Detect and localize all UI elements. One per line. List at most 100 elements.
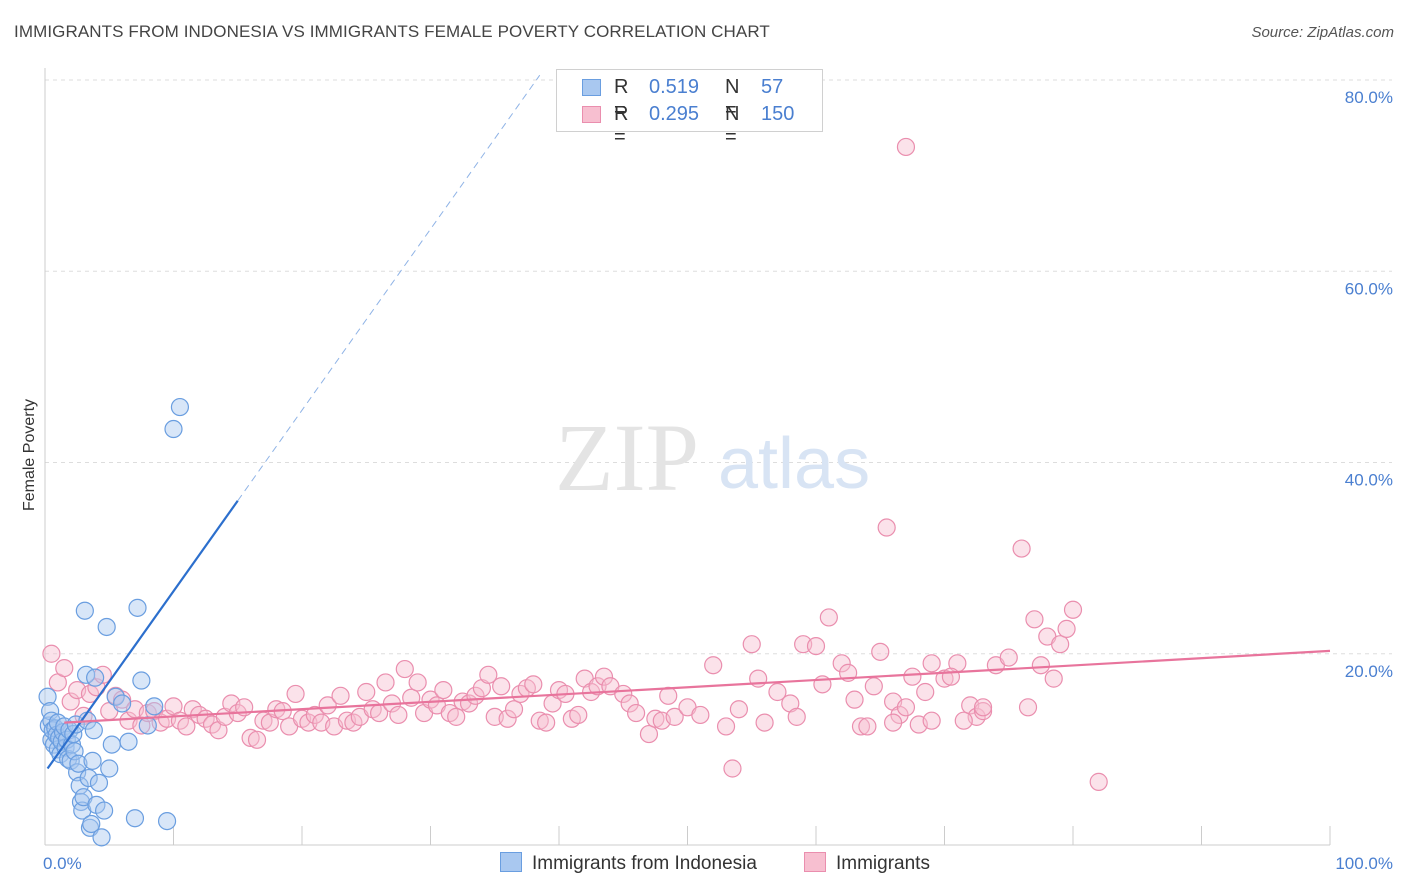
data-point-immigrants <box>858 717 877 736</box>
trend-lines <box>46 74 1331 770</box>
data-point-immigrants <box>1089 772 1108 791</box>
data-point-indonesia <box>100 759 119 778</box>
data-point-immigrants <box>357 682 376 702</box>
data-point-immigrants <box>447 707 466 726</box>
data-point-immigrants <box>845 690 864 709</box>
series-immigrants-points <box>42 137 1108 791</box>
data-point-indonesia <box>86 668 105 687</box>
data-point-immigrants <box>999 648 1018 667</box>
legend-n-value: 57 <box>761 76 784 98</box>
data-point-immigrants <box>492 677 511 696</box>
data-point-immigrants <box>896 698 916 717</box>
data-point-immigrants <box>646 709 665 728</box>
data-point-immigrants <box>787 707 806 726</box>
data-point-immigrants <box>691 705 710 725</box>
watermark-atlas: atlas <box>718 424 870 504</box>
y-axis-label: Female Poverty <box>21 399 38 511</box>
data-point-indonesia <box>75 601 94 620</box>
grid-lines <box>45 79 1392 655</box>
series-indonesia-points <box>38 397 190 847</box>
legend-n-label: N = <box>725 76 740 121</box>
data-point-immigrants <box>241 728 260 748</box>
legend-r-value: 0.295 <box>649 103 700 125</box>
data-point-immigrants <box>723 759 742 778</box>
data-point-immigrants <box>286 684 305 704</box>
data-point-immigrants <box>395 659 414 679</box>
data-point-immigrants <box>665 707 684 726</box>
legend-n-label: N = <box>725 103 740 148</box>
data-point-immigrants <box>626 703 646 723</box>
data-point-indonesia <box>164 419 183 439</box>
data-point-indonesia <box>106 687 125 706</box>
tick-labels: 20.0% 40.0% 60.0% 80.0% 0.0% 100.0% <box>43 88 1393 873</box>
data-point-indonesia <box>138 716 157 735</box>
data-point-indonesia <box>66 715 85 734</box>
source-label: Source: ZipAtlas.com <box>1251 24 1394 41</box>
data-point-immigrants <box>1012 539 1031 558</box>
x-tick-label: 100.0% <box>1335 854 1393 873</box>
data-point-indonesia <box>38 687 57 706</box>
data-point-indonesia <box>119 732 138 751</box>
y-tick-label: 20.0% <box>1345 662 1393 681</box>
data-point-immigrants <box>871 642 890 661</box>
data-point-immigrants <box>1063 600 1083 619</box>
data-point-indonesia <box>92 828 111 847</box>
data-point-immigrants <box>247 730 267 749</box>
data-point-immigrants <box>408 673 427 692</box>
data-point-indonesia <box>102 735 121 754</box>
data-point-immigrants <box>903 667 922 686</box>
data-point-indonesia <box>97 617 116 637</box>
data-point-immigrants <box>704 656 723 675</box>
data-point-immigrants <box>954 711 973 730</box>
data-point-immigrants <box>768 682 787 702</box>
data-point-immigrants <box>922 654 941 673</box>
data-point-immigrants <box>916 682 935 702</box>
legend-swatch-pink <box>582 106 601 123</box>
legend-r-label: R = <box>614 103 629 148</box>
data-point-immigrants <box>851 717 871 736</box>
data-point-immigrants <box>1044 669 1063 688</box>
data-point-immigrants <box>524 675 543 694</box>
data-point-immigrants <box>729 700 749 719</box>
y-tick-label: 60.0% <box>1345 279 1393 298</box>
data-point-immigrants <box>620 694 639 713</box>
axes <box>44 68 1331 846</box>
data-point-immigrants <box>504 700 524 719</box>
data-point-indonesia <box>128 598 147 617</box>
data-point-immigrants <box>42 644 61 663</box>
data-point-immigrants <box>434 680 453 700</box>
y-tick-label: 40.0% <box>1345 471 1393 490</box>
data-point-immigrants <box>883 713 903 732</box>
data-point-immigrants <box>877 518 896 537</box>
data-point-immigrants <box>716 717 736 736</box>
data-point-immigrants <box>1025 610 1044 629</box>
y-tick-label: 80.0% <box>1345 88 1393 107</box>
data-point-immigrants <box>806 636 826 656</box>
data-point-immigrants <box>935 669 954 688</box>
data-point-immigrants <box>177 717 196 736</box>
watermark-zip: ZIP <box>555 404 699 511</box>
data-point-immigrants <box>742 635 761 654</box>
trend-line-indonesia-extension <box>237 74 541 502</box>
bottom-legend-indonesia: Immigrants from Indonesia <box>500 852 757 875</box>
data-point-immigrants <box>80 684 100 704</box>
data-point-indonesia <box>170 397 190 417</box>
correlation-legend: R = 0.519 N = 57 R = 0.295 N = 150 <box>556 69 823 148</box>
data-point-immigrants <box>941 667 961 686</box>
legend-r-label: R = <box>614 76 629 121</box>
data-point-indonesia <box>157 811 177 831</box>
data-point-immigrants <box>594 667 614 686</box>
chart-title: IMMIGRANTS FROM INDONESIA VS IMMIGRANTS … <box>14 22 770 41</box>
legend-swatch-blue <box>582 79 601 96</box>
data-point-immigrants <box>659 686 678 705</box>
data-point-immigrants <box>389 705 408 725</box>
data-point-immigrants <box>864 677 883 696</box>
data-point-indonesia <box>112 694 132 713</box>
data-point-immigrants <box>832 654 851 673</box>
data-point-immigrants <box>479 665 498 684</box>
data-point-indonesia <box>79 768 98 788</box>
data-point-indonesia <box>82 814 101 834</box>
data-point-immigrants <box>922 711 941 730</box>
data-point-immigrants <box>1057 619 1076 638</box>
